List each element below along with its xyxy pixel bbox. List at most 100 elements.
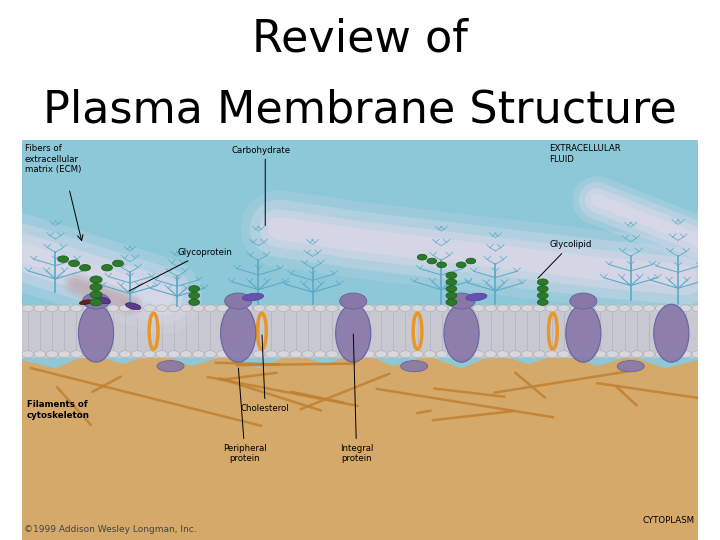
Circle shape bbox=[643, 351, 654, 357]
Circle shape bbox=[107, 351, 119, 357]
Circle shape bbox=[132, 305, 143, 312]
Circle shape bbox=[655, 351, 667, 357]
Circle shape bbox=[156, 351, 168, 357]
Circle shape bbox=[558, 305, 570, 312]
Circle shape bbox=[400, 351, 411, 357]
Circle shape bbox=[278, 305, 289, 312]
Ellipse shape bbox=[566, 304, 601, 362]
Circle shape bbox=[582, 305, 594, 312]
Ellipse shape bbox=[617, 361, 644, 372]
Circle shape bbox=[132, 351, 143, 357]
Circle shape bbox=[326, 351, 338, 357]
Circle shape bbox=[582, 351, 594, 357]
Circle shape bbox=[473, 351, 484, 357]
Circle shape bbox=[436, 305, 448, 312]
Ellipse shape bbox=[243, 293, 264, 301]
Circle shape bbox=[631, 351, 642, 357]
Circle shape bbox=[558, 351, 570, 357]
Circle shape bbox=[680, 305, 691, 312]
Circle shape bbox=[315, 351, 326, 357]
Circle shape bbox=[83, 293, 109, 309]
Circle shape bbox=[46, 351, 58, 357]
Circle shape bbox=[692, 305, 703, 312]
Circle shape bbox=[387, 351, 399, 357]
Circle shape bbox=[534, 351, 545, 357]
Circle shape bbox=[241, 305, 253, 312]
Circle shape bbox=[607, 351, 618, 357]
Circle shape bbox=[83, 351, 94, 357]
Circle shape bbox=[192, 351, 204, 357]
Circle shape bbox=[607, 305, 618, 312]
Circle shape bbox=[58, 351, 70, 357]
Circle shape bbox=[217, 305, 228, 312]
Circle shape bbox=[418, 254, 427, 260]
Circle shape bbox=[83, 305, 94, 312]
Circle shape bbox=[449, 351, 460, 357]
Text: Integral
protein: Integral protein bbox=[340, 334, 373, 463]
Circle shape bbox=[144, 351, 156, 357]
Circle shape bbox=[631, 305, 642, 312]
Circle shape bbox=[290, 351, 302, 357]
Circle shape bbox=[570, 293, 597, 309]
Text: Peripheral
protein: Peripheral protein bbox=[223, 368, 266, 463]
Circle shape bbox=[461, 351, 472, 357]
Circle shape bbox=[537, 299, 548, 306]
Circle shape bbox=[253, 351, 265, 357]
Circle shape bbox=[22, 351, 33, 357]
Circle shape bbox=[595, 305, 606, 312]
Polygon shape bbox=[22, 352, 698, 540]
Ellipse shape bbox=[79, 300, 92, 305]
Circle shape bbox=[34, 351, 45, 357]
Circle shape bbox=[424, 351, 436, 357]
Ellipse shape bbox=[95, 297, 110, 303]
Ellipse shape bbox=[654, 304, 689, 362]
Circle shape bbox=[497, 305, 508, 312]
Circle shape bbox=[655, 305, 667, 312]
Circle shape bbox=[266, 305, 277, 312]
Circle shape bbox=[351, 351, 362, 357]
Circle shape bbox=[448, 293, 475, 309]
Circle shape bbox=[112, 260, 123, 267]
Circle shape bbox=[473, 305, 484, 312]
Circle shape bbox=[120, 351, 131, 357]
Circle shape bbox=[338, 305, 350, 312]
Circle shape bbox=[278, 351, 289, 357]
Circle shape bbox=[509, 305, 521, 312]
Circle shape bbox=[90, 299, 102, 306]
Circle shape bbox=[204, 305, 216, 312]
Ellipse shape bbox=[125, 303, 141, 310]
Text: Glycolipid: Glycolipid bbox=[538, 240, 592, 278]
Ellipse shape bbox=[466, 293, 487, 301]
Circle shape bbox=[427, 258, 437, 264]
Circle shape bbox=[95, 305, 107, 312]
Circle shape bbox=[34, 305, 45, 312]
Text: Plasma Membrane Structure: Plasma Membrane Structure bbox=[43, 88, 677, 131]
Circle shape bbox=[189, 299, 199, 306]
Circle shape bbox=[449, 305, 460, 312]
Circle shape bbox=[290, 305, 302, 312]
Circle shape bbox=[90, 284, 102, 291]
Text: Fibers of
extracellular
matrix (ECM): Fibers of extracellular matrix (ECM) bbox=[25, 144, 81, 174]
Circle shape bbox=[437, 262, 446, 268]
Circle shape bbox=[156, 305, 168, 312]
Circle shape bbox=[168, 351, 179, 357]
Circle shape bbox=[400, 305, 411, 312]
Circle shape bbox=[537, 286, 548, 292]
Circle shape bbox=[225, 293, 252, 309]
Circle shape bbox=[180, 351, 192, 357]
Text: Filaments of
cytoskeleton: Filaments of cytoskeleton bbox=[27, 400, 90, 420]
Circle shape bbox=[619, 351, 631, 357]
Text: Review of: Review of bbox=[252, 18, 468, 61]
Circle shape bbox=[424, 305, 436, 312]
Bar bbox=[22, 305, 698, 357]
Circle shape bbox=[46, 305, 58, 312]
Circle shape bbox=[102, 265, 112, 271]
Text: Carbohydrate: Carbohydrate bbox=[231, 146, 291, 156]
Circle shape bbox=[509, 351, 521, 357]
Circle shape bbox=[71, 305, 82, 312]
Circle shape bbox=[595, 351, 606, 357]
Circle shape bbox=[446, 279, 456, 285]
Ellipse shape bbox=[78, 304, 114, 362]
Circle shape bbox=[446, 292, 456, 299]
Ellipse shape bbox=[157, 361, 184, 372]
